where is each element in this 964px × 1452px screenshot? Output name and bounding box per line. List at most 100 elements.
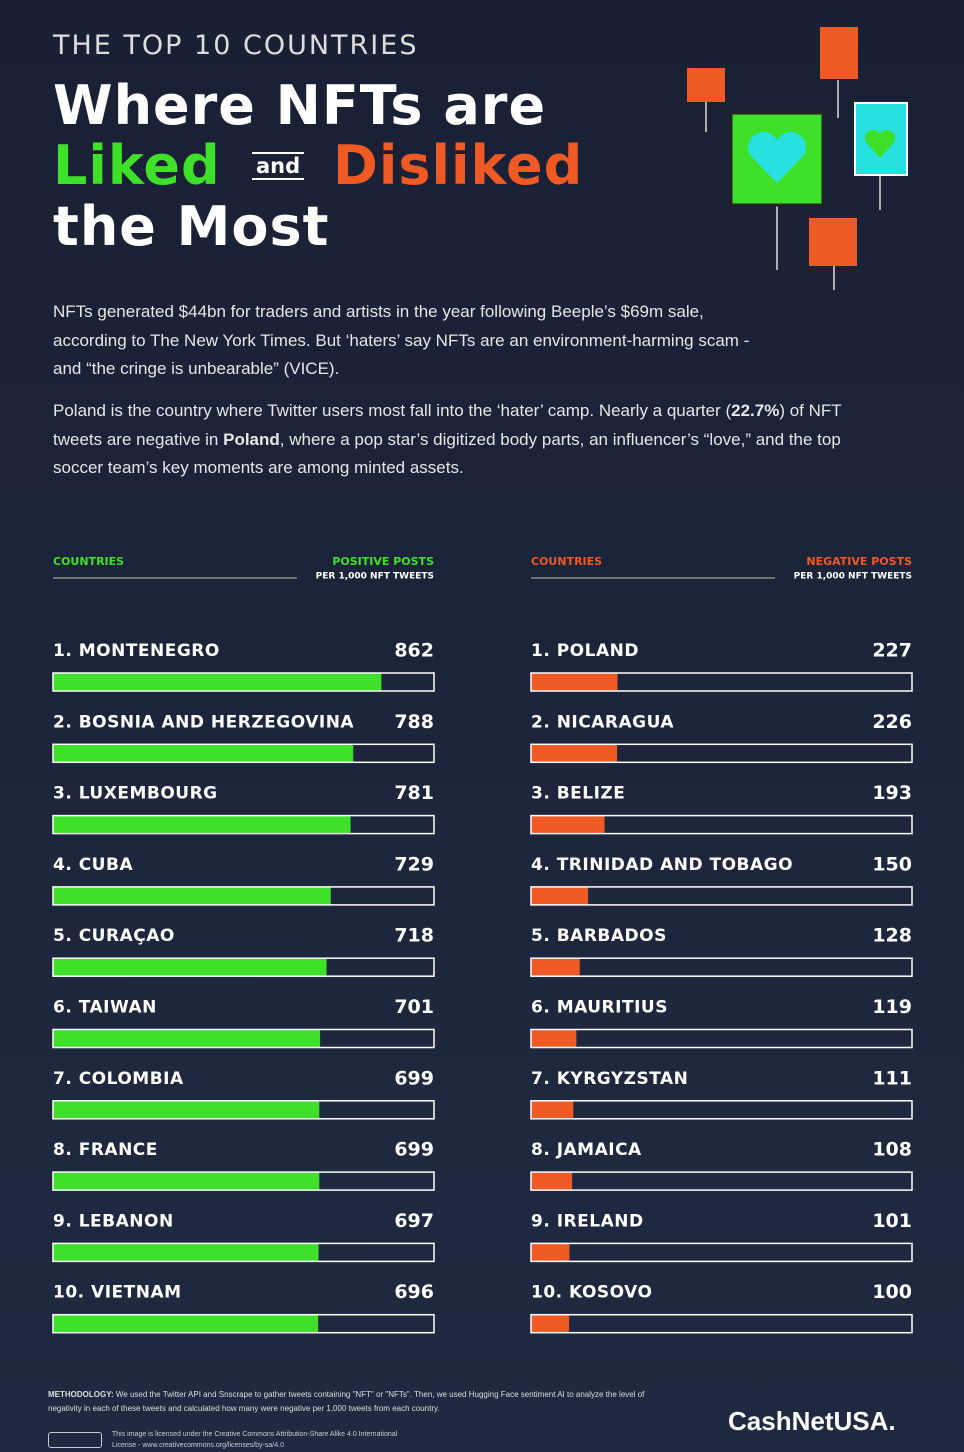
bar-track: [530, 743, 913, 764]
category-label: 8. FRANCE: [53, 1140, 158, 1160]
value-label: 718: [394, 925, 434, 947]
bar-track: [52, 672, 435, 692]
intro-paragraph: NFTs generated $44bn for traders and art…: [53, 302, 750, 378]
bar-track: [52, 814, 435, 835]
value-label: 108: [872, 1139, 912, 1161]
bar-track: [530, 1171, 913, 1191]
category-label: 2. NICARAGUA: [531, 712, 674, 732]
category-label: 9. IRELAND: [531, 1211, 644, 1231]
bar-track: [530, 1028, 913, 1049]
intro-paragraph: Poland is the country where Twitter user…: [53, 397, 893, 483]
value-label: 150: [872, 853, 912, 875]
bar: [531, 1100, 574, 1119]
bar: [531, 673, 618, 691]
bar-track: [52, 957, 435, 977]
bar: [53, 886, 331, 905]
bar: [531, 886, 589, 905]
bold-text: 22.7%: [731, 401, 780, 420]
category-label: 9. LEBANON: [53, 1211, 174, 1231]
bar-track: [52, 1242, 435, 1263]
bar: [53, 1314, 319, 1333]
bar-track: [52, 1028, 435, 1049]
category-label: 5. CURAÇAO: [53, 926, 175, 946]
category-label: 6. MAURITIUS: [531, 998, 668, 1018]
value-label: 788: [394, 711, 434, 733]
title-and: and: [252, 152, 305, 180]
bar: [53, 1243, 319, 1262]
methodology-label: METHODOLOGY:: [48, 1390, 114, 1399]
bar-track: [530, 886, 913, 906]
category-label: 3. LUXEMBOURG: [53, 784, 218, 804]
bar-track: [530, 1242, 913, 1263]
bar: [531, 1029, 577, 1048]
category-label: 10. VIETNAM: [53, 1283, 182, 1303]
title-liked: Liked: [53, 134, 221, 197]
bar: [53, 958, 327, 977]
cc-badge: [48, 1432, 102, 1448]
value-label: 128: [872, 925, 912, 947]
category-label: 2. BOSNIA AND HERZEGOVINA: [53, 712, 354, 732]
category-label: 4. CUBA: [53, 855, 133, 875]
decoration: [687, 27, 908, 290]
bar-track: [530, 814, 913, 835]
column-subheader: PER 1,000 NFT TWEETS: [794, 572, 912, 582]
bar: [531, 958, 580, 977]
bar: [531, 1314, 570, 1333]
value-label: 227: [872, 640, 912, 662]
bar: [531, 815, 605, 834]
column-header: NEGATIVE POSTS: [806, 555, 912, 568]
bar-track: [52, 743, 435, 764]
brand: CashNetUSA.: [728, 1406, 896, 1436]
bar: [53, 1172, 320, 1191]
text: , where a pop star’s digitized body part…: [53, 429, 841, 478]
bar: [531, 1243, 570, 1262]
methodology: METHODOLOGY: We used the Twitter API and…: [48, 1388, 658, 1416]
license: This image is licensed under the Creativ…: [112, 1431, 398, 1449]
value-label: 111: [872, 1067, 912, 1089]
category-label: 10. KOSOVO: [531, 1283, 652, 1303]
bar: [53, 815, 351, 834]
bar-track: [530, 672, 913, 692]
methodology-text: We used the Twitter API and Snscrape to …: [48, 1390, 645, 1413]
column-header: POSITIVE POSTS: [332, 555, 434, 568]
bar-track: [52, 886, 435, 906]
value-label: 119: [872, 996, 912, 1018]
column-header: COUNTRIES: [531, 555, 602, 568]
value-label: 781: [394, 782, 434, 804]
value-label: 699: [394, 1139, 434, 1161]
value-label: 101: [872, 1210, 912, 1232]
value-label: 701: [394, 996, 434, 1018]
charts: COUNTRIES POSITIVE POSTS PER 1,000 NFT TWE…: [52, 555, 913, 1334]
category-label: 5. BARBADOS: [531, 926, 667, 946]
column-subheader: PER 1,000 NFT TWEETS: [316, 572, 434, 582]
category-label: 7. COLOMBIA: [53, 1069, 184, 1089]
value-label: 100: [872, 1281, 912, 1303]
bar-track: [530, 957, 913, 977]
bold-text: Poland: [223, 429, 280, 449]
category-label: 1. POLAND: [531, 641, 639, 661]
text: Poland is the country where Twitter user…: [53, 401, 732, 420]
value-label: 729: [394, 853, 434, 875]
bar-track: [52, 1313, 435, 1334]
bar: [531, 1172, 573, 1191]
value-label: 697: [394, 1210, 434, 1232]
text: ) of NFT tweets are negative in: [53, 401, 842, 449]
category-label: 1. MONTENEGRO: [53, 641, 220, 661]
title-line: the Most: [53, 195, 330, 258]
title-line: Where NFTs are: [53, 74, 547, 137]
value-label: 193: [872, 782, 912, 804]
bar-track: [530, 1100, 913, 1120]
bar-track: [530, 1313, 913, 1334]
category-label: 6. TAIWAN: [53, 998, 157, 1018]
kicker: THE TOP 10 COUNTRIES: [53, 30, 419, 61]
category-label: 3. BELIZE: [531, 784, 625, 804]
value-label: 696: [394, 1281, 434, 1303]
bar: [53, 1029, 321, 1048]
bar-track: [52, 1171, 435, 1191]
bar: [53, 1100, 320, 1119]
category-label: 7. KYRGYZSTAN: [531, 1069, 688, 1089]
bar-track: [52, 1100, 435, 1120]
value-label: 699: [394, 1067, 434, 1089]
value-label: 862: [394, 640, 434, 662]
